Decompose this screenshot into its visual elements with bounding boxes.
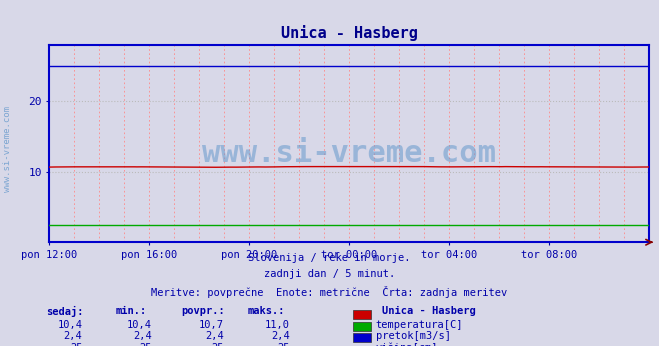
Text: Unica - Hasberg: Unica - Hasberg [382,306,476,316]
Text: 10,7: 10,7 [199,320,224,330]
Text: Slovenija / reke in morje.: Slovenija / reke in morje. [248,253,411,263]
Text: višina[cm]: višina[cm] [376,343,438,346]
Text: Meritve: povprečne  Enote: metrične  Črta: zadnja meritev: Meritve: povprečne Enote: metrične Črta:… [152,286,507,298]
Text: sedaj:: sedaj: [46,306,84,317]
Text: zadnji dan / 5 minut.: zadnji dan / 5 minut. [264,269,395,279]
Text: 11,0: 11,0 [265,320,290,330]
Text: 25: 25 [70,343,82,346]
Text: povpr.:: povpr.: [181,306,225,316]
Text: www.si-vreme.com: www.si-vreme.com [202,139,496,168]
Text: 2,4: 2,4 [133,331,152,342]
Text: 2,4: 2,4 [206,331,224,342]
Text: temperatura[C]: temperatura[C] [376,320,463,330]
Text: pretok[m3/s]: pretok[m3/s] [376,331,451,342]
Text: maks.:: maks.: [247,306,285,316]
Text: min.:: min.: [115,306,146,316]
Title: Unica - Hasberg: Unica - Hasberg [281,25,418,41]
Text: www.si-vreme.com: www.si-vreme.com [3,106,13,192]
Text: 25: 25 [277,343,290,346]
Text: 10,4: 10,4 [57,320,82,330]
Text: 25: 25 [212,343,224,346]
Text: 2,4: 2,4 [64,331,82,342]
Text: 25: 25 [139,343,152,346]
Text: 2,4: 2,4 [272,331,290,342]
Text: 10,4: 10,4 [127,320,152,330]
